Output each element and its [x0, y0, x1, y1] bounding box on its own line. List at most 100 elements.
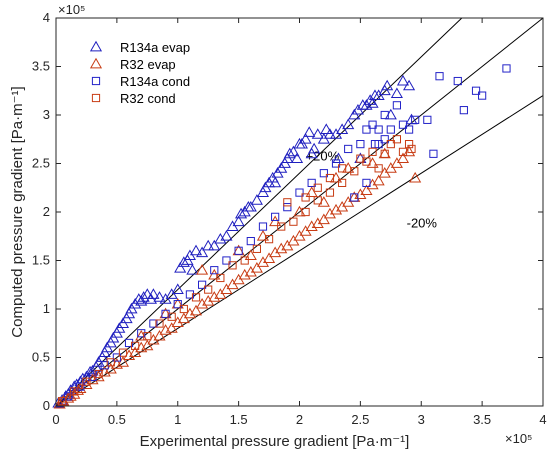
r32-evap-point: [360, 184, 373, 196]
legend-marker: [89, 57, 103, 69]
r134a-cond-point: [222, 256, 231, 265]
r32-cond-point: [356, 154, 365, 163]
r134a-cond-point: [392, 101, 401, 110]
x-tick-label: 0: [52, 412, 59, 427]
y-tick-label: 1: [43, 301, 50, 316]
r134a-cond-point: [161, 309, 170, 318]
r134a-cond-point: [198, 280, 207, 289]
r134a-evap-point: [220, 230, 233, 241]
r134a-evap-point: [332, 152, 345, 164]
r32-evap-point: [275, 242, 288, 254]
r134a-cond-point: [149, 319, 158, 328]
reference-line-label: -20%: [407, 216, 438, 231]
r32-evap-point: [244, 249, 257, 261]
r134a-evap-point: [177, 256, 190, 267]
r32-cond-point: [313, 183, 322, 192]
r134a-cond-point: [380, 110, 389, 120]
r134a-cond-point: [344, 144, 353, 154]
legend: R134a evap R32 evap R134a cond R32 cond: [89, 40, 190, 106]
x-tick-label: 1: [174, 412, 181, 427]
r32-cond-point: [289, 217, 298, 226]
r32-evap-point: [244, 265, 257, 277]
r32-cond-point: [118, 348, 128, 357]
r32-cond-point: [325, 188, 335, 197]
r32-cond-point: [362, 157, 371, 166]
r134a-evap-point: [403, 79, 416, 91]
x-tick-label: 3.5: [473, 412, 491, 427]
legend-label: R134a evap: [120, 40, 190, 55]
r32-cond-point: [277, 222, 286, 231]
r134a-cond-point: [112, 353, 121, 362]
r134a-evap-point: [269, 176, 282, 188]
r32-cond-point: [301, 193, 310, 202]
y-tick-label: 0: [43, 398, 50, 413]
r32-evap-point: [263, 252, 276, 263]
r32-evap-point: [372, 174, 385, 186]
r134a-cond-point: [76, 382, 85, 391]
r32-cond-point: [338, 178, 347, 188]
r32-evap-point: [165, 322, 178, 333]
r134a-cond-point: [331, 159, 341, 168]
r134a-evap-point: [189, 244, 203, 256]
r32-cond-point: [313, 196, 322, 205]
r134a-cond-point: [124, 338, 134, 348]
r32-cond-point: [301, 207, 310, 217]
r32-cond-point: [407, 144, 416, 154]
y-tick-label: 4: [43, 10, 50, 25]
r32-evap-point: [153, 329, 166, 341]
r32-cond-point: [264, 235, 274, 244]
r134a-cond-point: [271, 212, 280, 221]
r32-evap-point: [208, 291, 221, 302]
r134a-evap-point: [299, 133, 312, 144]
r32-cond-point: [398, 147, 408, 156]
r134a-cond-point: [423, 115, 432, 124]
r134a-evap-point: [174, 262, 187, 273]
r32-cond-point: [380, 149, 389, 158]
r32-evap-point: [53, 397, 66, 409]
r32-evap-point: [250, 262, 263, 273]
r134a-cond-point: [404, 125, 414, 134]
r32-cond-point: [143, 332, 152, 341]
r134a-cond-point: [350, 193, 359, 202]
r32-cond-point: [350, 167, 359, 176]
r134a-cond-point: [185, 290, 195, 299]
r134a-cond-point: [502, 64, 511, 73]
r32-cond-point: [283, 198, 292, 207]
x-axis-label: Experimental pressure gradient [Pa·m⁻¹]: [140, 433, 410, 450]
r134a-evap-point: [232, 215, 245, 227]
r32-evap-point: [189, 304, 203, 316]
r134a-evap-point: [137, 291, 150, 302]
r134a-cond-point: [88, 372, 97, 381]
x-tick-label: 2.5: [351, 412, 369, 427]
r32-evap-point: [171, 316, 184, 327]
r134a-evap-point: [196, 246, 209, 258]
r134a-cond-point: [173, 300, 182, 309]
r32-cond-point: [216, 273, 225, 283]
x-tick-label: 4: [539, 412, 546, 427]
r134a-evap-point: [250, 194, 263, 205]
r32-evap-point: [329, 203, 343, 215]
r134a-evap-point: [234, 207, 248, 219]
r134a-cond-point: [368, 120, 377, 129]
r32-evap-point: [305, 186, 318, 197]
r134a-evap-point: [214, 232, 227, 244]
r134a-evap-point: [396, 74, 410, 86]
r32-cond-point: [191, 293, 201, 302]
r32-cond-point: [338, 164, 347, 173]
legend-label: R32 cond: [120, 91, 176, 106]
r134a-evap-point: [244, 200, 257, 212]
r32-cond-point: [82, 377, 91, 386]
r134a-cond-point: [471, 86, 481, 95]
r32-cond-point: [404, 140, 414, 149]
r134a-cond-point: [100, 361, 109, 370]
r32-cond-point: [374, 164, 383, 173]
r134a-cond-point: [234, 246, 243, 255]
r134a-cond-point: [386, 125, 395, 134]
r134a-evap-point: [381, 79, 394, 91]
r32-evap-point: [305, 220, 318, 231]
r134a-evap-point: [186, 263, 199, 275]
r32-evap-point: [269, 246, 282, 258]
r32-cond-point: [70, 387, 79, 396]
r32-evap-point: [256, 256, 270, 267]
